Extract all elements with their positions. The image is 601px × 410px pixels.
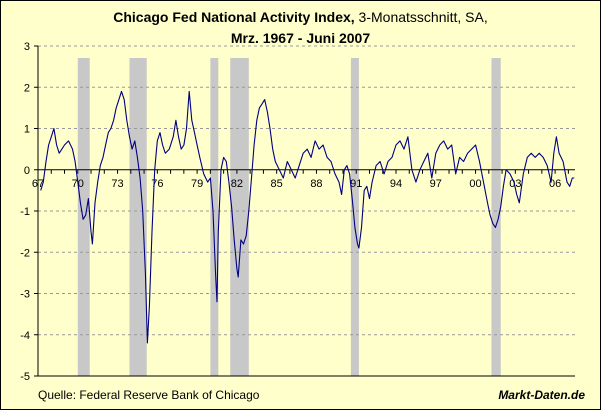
recession-bands (77, 58, 501, 376)
x-tick-label: 82 (231, 178, 243, 190)
chart-title: Chicago Fed National Activity Index, 3-M… (0, 9, 601, 25)
y-tick-label: -4 (20, 330, 30, 342)
x-tick-label: 00 (469, 178, 481, 190)
recession-band-5 (350, 58, 359, 376)
data-series (40, 90, 575, 344)
x-tick-label: 97 (430, 178, 442, 190)
y-tick-labels: 3 2 1 0 -1 -2 -3 -4 -5 (20, 41, 38, 383)
x-tick-label: 67 (32, 178, 44, 190)
y-tick-label: 0 (24, 165, 30, 177)
y-tick-label: -2 (20, 247, 30, 259)
recession-band-6 (491, 58, 501, 376)
y-tick-label: -1 (20, 206, 30, 218)
recession-band-4 (230, 58, 249, 376)
x-tick-label: 91 (350, 178, 362, 190)
x-tick-label: 06 (549, 178, 561, 190)
y-tick-label: -3 (20, 289, 30, 301)
chart-subtitle: Mrz. 1967 - Juni 2007 (230, 30, 371, 46)
plot-area (38, 46, 575, 376)
x-tick-label: 85 (271, 178, 283, 190)
x-tick-label: 73 (111, 178, 123, 190)
recession-band-1 (77, 58, 90, 376)
x-tick-label: 79 (191, 178, 203, 190)
brand-label: Markt-Daten.de (498, 388, 585, 402)
recession-band-3 (210, 58, 219, 376)
y-tick-label: 1 (24, 124, 30, 136)
recession-band-2 (129, 58, 147, 376)
x-tick-label: 76 (151, 178, 163, 190)
x-tick-label: 03 (509, 178, 521, 190)
y-tick-label: -5 (20, 371, 30, 383)
chart-title-bold: Chicago Fed National Activity Index, (113, 9, 355, 25)
source-note: Quelle: Federal Reserve Bank of Chicago (38, 388, 260, 402)
x-tick-labels: 67 70 73 76 79 82 85 88 91 94 97 00 03 06 (32, 169, 569, 190)
series-line-1 (40, 90, 575, 344)
chart-title-normal: 3-Monatsschnitt, SA, (354, 9, 488, 25)
y-tick-label: 3 (24, 41, 30, 53)
y-tick-label: 2 (24, 82, 30, 94)
x-tick-label: 94 (390, 178, 402, 190)
x-tick-label: 88 (310, 178, 322, 190)
